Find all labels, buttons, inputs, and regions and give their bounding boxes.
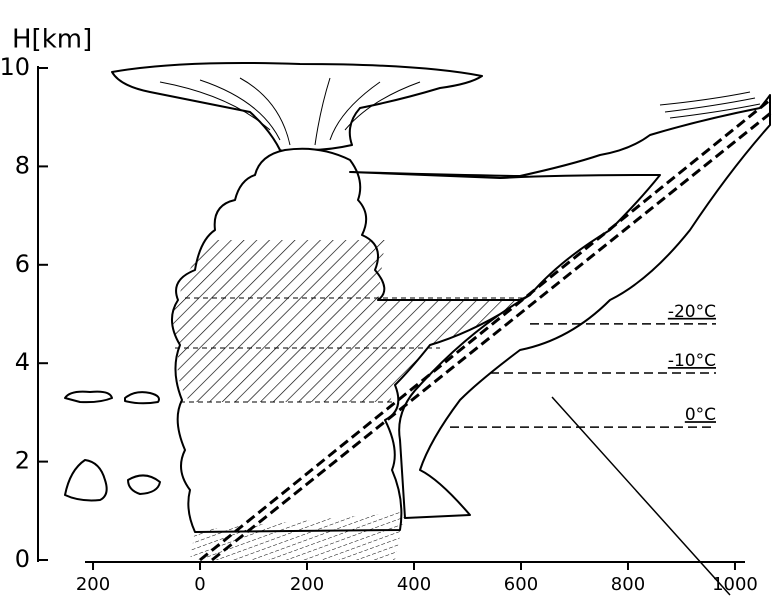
small-cloud [65,392,160,501]
y-axis-label: H[km] [12,25,92,55]
y-tick-label: 8 [15,151,30,179]
y-tick-label: 2 [15,447,30,475]
x-tick-label: 600 [504,574,538,595]
y-tick-label: 10 [0,53,30,81]
y-tick-label: 0 [15,545,30,573]
isotherm-label: -20°C [668,302,716,322]
isotherm-label: 0°C [685,405,716,425]
x-tick-label: 400 [397,574,431,595]
anvil [112,63,482,153]
isotherm-label: -10°C [668,351,716,371]
y-tick-label: 6 [15,250,30,278]
diagram: H[km] 0 2 4 6 8 10 200 0 200 400 600 800 1000 -20°C -1… [0,0,775,599]
x-tick-label: 800 [611,574,645,595]
x-tick-label: 0 [194,574,205,595]
x-tick-label: 200 [76,574,110,595]
y-tick-label: 4 [15,348,30,376]
x-tick-label: 1000 [712,574,758,595]
x-tick-label: 200 [290,574,324,595]
